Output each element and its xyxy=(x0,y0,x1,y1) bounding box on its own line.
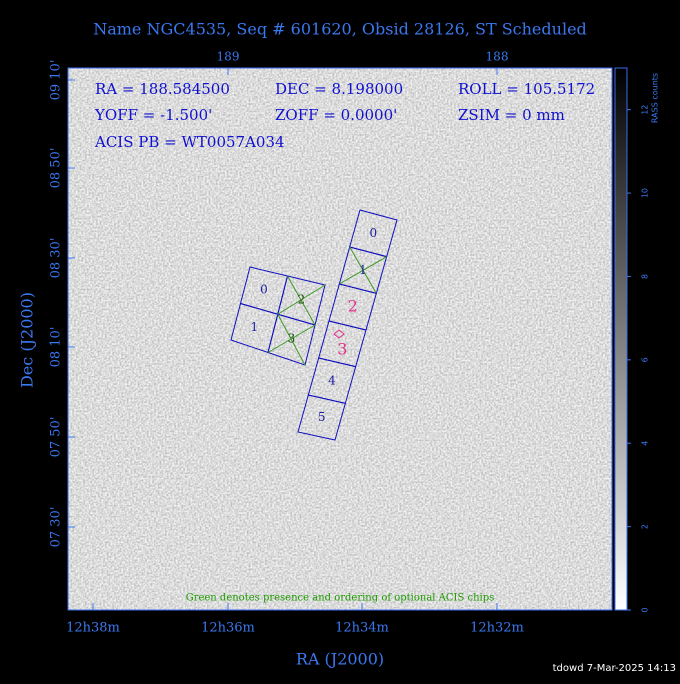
optional-chip-mark xyxy=(339,256,387,285)
sky-noise xyxy=(68,68,612,610)
x-tick-label: 12h36m xyxy=(201,621,255,636)
colorbar-tick-label: 0 xyxy=(641,607,650,612)
info-text: RA = 188.584500 xyxy=(95,80,230,98)
colorbar xyxy=(614,67,628,611)
acis-s-chip-label: 3 xyxy=(337,339,347,358)
optional-chip-mark xyxy=(277,284,326,315)
y-axis-label: Dec (J2000) xyxy=(18,292,37,388)
aimpoint-marker xyxy=(333,329,345,339)
colorbar-tick-label: 6 xyxy=(641,357,650,362)
acis-i-chip-label: 0 xyxy=(260,283,268,297)
x-axis-label: RA (J2000) xyxy=(296,650,384,669)
acis-s-chip-label: 1 xyxy=(359,263,367,277)
info-text: ZOFF = 0.0000' xyxy=(275,106,397,124)
y-tick-label: 08 10' xyxy=(49,327,64,368)
y-tick-label: 07 30' xyxy=(49,507,64,548)
title: Name NGC4535, Seq # 601620, Obsid 28126,… xyxy=(93,20,587,39)
acis-s-chip-label: 2 xyxy=(348,297,358,316)
x-tick-label: 12h34m xyxy=(335,621,389,636)
colorbar-tick-label: 10 xyxy=(641,188,650,198)
acis-s-chip xyxy=(297,394,346,441)
acis-i-chip-label: 2 xyxy=(297,293,305,307)
acis-s-chip-label: 4 xyxy=(328,373,336,387)
x-tick-label: 12h32m xyxy=(470,621,524,636)
optional-chip-mark xyxy=(287,275,316,326)
plot-frame xyxy=(67,67,613,611)
note: Green denotes presence and ordering of o… xyxy=(186,593,495,604)
top-tick-label: 189 xyxy=(217,50,240,64)
info-text: ROLL = 105.5172 xyxy=(458,80,595,98)
optional-chip-mark xyxy=(277,314,306,366)
info-text: YOFF = -1.500' xyxy=(94,106,212,124)
acis-s-chip-label: 0 xyxy=(370,226,378,240)
y-tick-label: 08 30' xyxy=(49,238,64,279)
x-tick-label: 12h38m xyxy=(66,621,120,636)
info-text: ACIS PB = WT0057A034 xyxy=(94,133,285,151)
y-tick-label: 08 50' xyxy=(49,148,64,189)
colorbar-tick-label: 4 xyxy=(641,441,650,446)
colorbar-label: RASS counts xyxy=(651,73,660,123)
footer: tdowd 7-Mar-2025 14:13 xyxy=(553,663,676,674)
colorbar-tick-label: 8 xyxy=(641,274,650,279)
acis-i-chip-label: 1 xyxy=(250,320,258,334)
info-text: ZSIM = 0 mm xyxy=(458,106,565,124)
acis-i-chip-label: 3 xyxy=(288,332,296,346)
top-tick-label: 188 xyxy=(486,50,509,64)
y-tick-label: 09 10' xyxy=(49,60,64,101)
colorbar-tick-label: 12 xyxy=(641,105,650,115)
colorbar-tick-label: 2 xyxy=(641,524,650,529)
y-tick-label: 07 50' xyxy=(49,417,64,458)
info-text: DEC = 8.198000 xyxy=(275,80,403,98)
acis-s-chip-label: 5 xyxy=(318,410,326,424)
optional-chip-mark xyxy=(267,324,316,353)
